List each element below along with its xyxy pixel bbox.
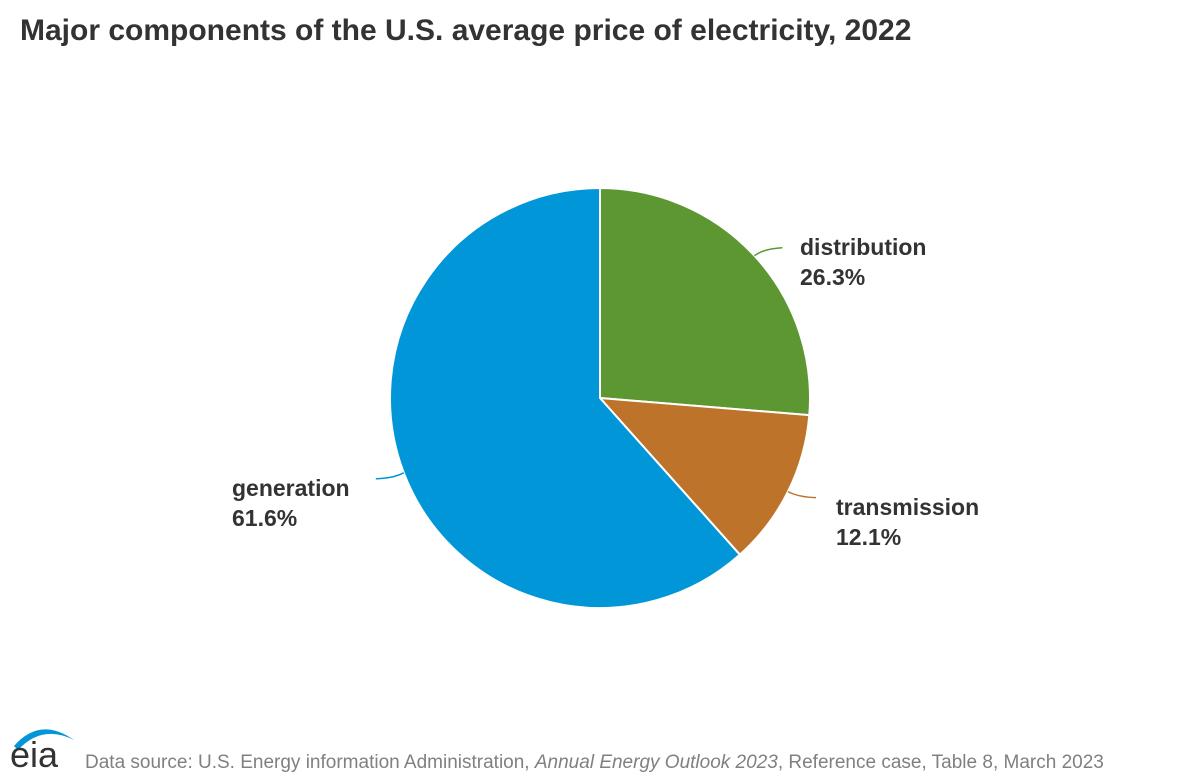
leader-line-generation [375,472,405,480]
source-prefix: Data source: U.S. Energy information Adm… [85,752,535,773]
leader-line-transmission [787,490,817,499]
slice-label-transmission: transmission [836,494,979,520]
source-suffix: , Reference case, Table 8, March 2023 [777,752,1104,773]
slice-value-generation: 61.6% [232,505,297,531]
slice-label-generation: generation [232,475,350,501]
slice-value-transmission: 12.1% [836,524,901,550]
logo-arc-icon [14,729,74,750]
slice-value-distribution: 26.3% [800,264,865,290]
pie-chart: distribution 26.3% transmission 12.1% genera… [232,186,979,609]
pie-labels: distribution 26.3% transmission 12.1% genera… [232,234,979,550]
chart-title: Major components of the U.S. average pri… [20,14,912,47]
eia-logo: eia [10,729,74,772]
slice-label-distribution: distribution [800,234,926,260]
pie-slice-distribution [599,186,811,417]
leader-line-distribution [753,246,783,257]
logo-wordmark: eia [10,734,59,772]
pie-slice-transmission [597,396,811,557]
source-publication: Annual Energy Outlook 2023 [534,752,778,773]
source-note: Data source: U.S. Energy information Adm… [85,752,1104,774]
footer: eia Data source: U.S. Energy information… [0,720,1200,780]
pie-slices [389,186,811,609]
